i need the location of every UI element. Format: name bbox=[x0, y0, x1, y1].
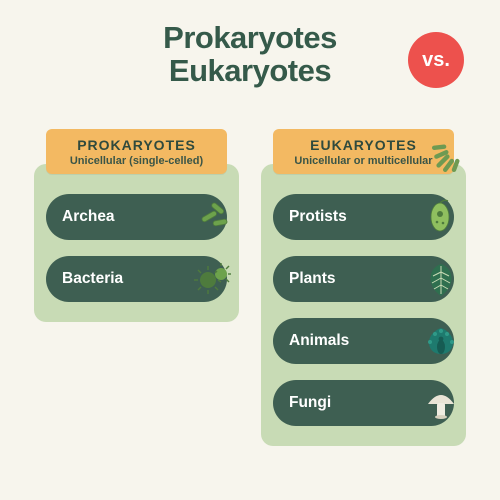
prokaryotes-body: Archea Bacteria bbox=[34, 164, 239, 322]
list-item: Animals bbox=[273, 318, 454, 364]
pill-label: Plants bbox=[289, 270, 336, 288]
list-item: Archea bbox=[46, 194, 227, 240]
pill-label: Protists bbox=[289, 208, 347, 226]
list-item: Plants bbox=[273, 256, 454, 302]
panels-row: PROKARYOTES Unicellular (single-celled) … bbox=[0, 87, 500, 446]
pill-label: Fungi bbox=[289, 394, 331, 412]
rods-icon bbox=[193, 196, 235, 238]
prokaryotes-header: PROKARYOTES Unicellular (single-celled) bbox=[46, 129, 227, 174]
peacock-icon bbox=[420, 320, 462, 362]
protist-icon bbox=[420, 196, 462, 238]
eukaryotes-body: Protists Plants bbox=[261, 164, 466, 446]
vs-label: vs. bbox=[422, 49, 450, 72]
eukaryotes-panel: EUKARYOTES Unicellular or multicellular … bbox=[261, 129, 466, 446]
germ-icon bbox=[193, 258, 235, 300]
mushroom-icon bbox=[420, 382, 462, 424]
pill-label: Archea bbox=[62, 208, 115, 226]
leaf-icon bbox=[420, 258, 462, 300]
prokaryotes-subtitle: Unicellular (single-celled) bbox=[56, 155, 217, 168]
pill-label: Bacteria bbox=[62, 270, 123, 288]
eukaryotes-title: EUKARYOTES bbox=[283, 137, 444, 153]
prokaryotes-panel: PROKARYOTES Unicellular (single-celled) … bbox=[34, 129, 239, 322]
list-item: Fungi bbox=[273, 380, 454, 426]
title-block: Prokaryotes Eukaryotes vs. bbox=[0, 0, 500, 87]
list-item: Bacteria bbox=[46, 256, 227, 302]
eukaryotes-header: EUKARYOTES Unicellular or multicellular bbox=[273, 129, 454, 174]
burst-icon bbox=[432, 128, 476, 172]
list-item: Protists bbox=[273, 194, 454, 240]
vs-badge: vs. bbox=[408, 32, 464, 88]
prokaryotes-title: PROKARYOTES bbox=[56, 137, 217, 153]
eukaryotes-subtitle: Unicellular or multicellular bbox=[283, 155, 444, 168]
pill-label: Animals bbox=[289, 332, 349, 350]
